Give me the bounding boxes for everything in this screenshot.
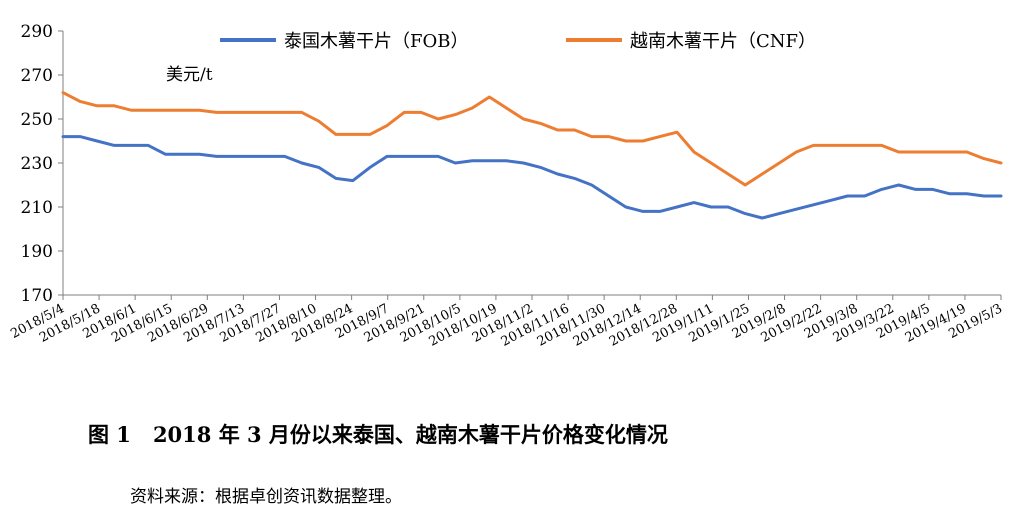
y-tick-label: 270: [21, 66, 53, 86]
legend-item-vietnam: 越南木薯干片（CNF）: [566, 27, 816, 53]
y-tick-label: 250: [21, 110, 53, 130]
figure-caption-text: 2018 年 3 月份以来泰国、越南木薯干片价格变化情况: [152, 422, 668, 447]
legend-swatch-thailand: [220, 38, 276, 42]
y-tick-label: 210: [21, 198, 53, 218]
y-tick-label: 170: [21, 286, 53, 306]
y-tick-label: 290: [21, 22, 53, 42]
legend-item-thailand: 泰国木薯干片（FOB）: [220, 27, 468, 53]
y-tick-label: 190: [21, 242, 53, 262]
y-axis-unit-label: 美元/t: [166, 65, 213, 85]
legend-label-thailand: 泰国木薯干片（FOB）: [284, 31, 469, 52]
x-axis-ticks: 2018/5/42018/5/182018/6/12018/6/152018/6…: [8, 295, 1005, 350]
y-axis-ticks: 170 190 210 230 250 270 290: [21, 22, 63, 306]
legend-label-vietnam: 越南木薯干片（CNF）: [630, 31, 817, 52]
series-line-vietnam: [61, 91, 1003, 187]
series-lines: [61, 91, 1003, 220]
y-tick-label: 230: [21, 154, 53, 174]
source-note: 资料来源：根据卓创资讯数据整理。: [130, 487, 402, 507]
figure-caption: 图 1 2018 年 3 月份以来泰国、越南木薯干片价格变化情况: [88, 419, 668, 449]
legend-swatch-vietnam: [566, 38, 622, 42]
line-chart: 170 190 210 230 250 270 290 2018/5/42018/5/182…: [8, 22, 1005, 350]
figure-number: 图 1: [88, 422, 131, 447]
series-line-thailand: [61, 135, 1003, 220]
